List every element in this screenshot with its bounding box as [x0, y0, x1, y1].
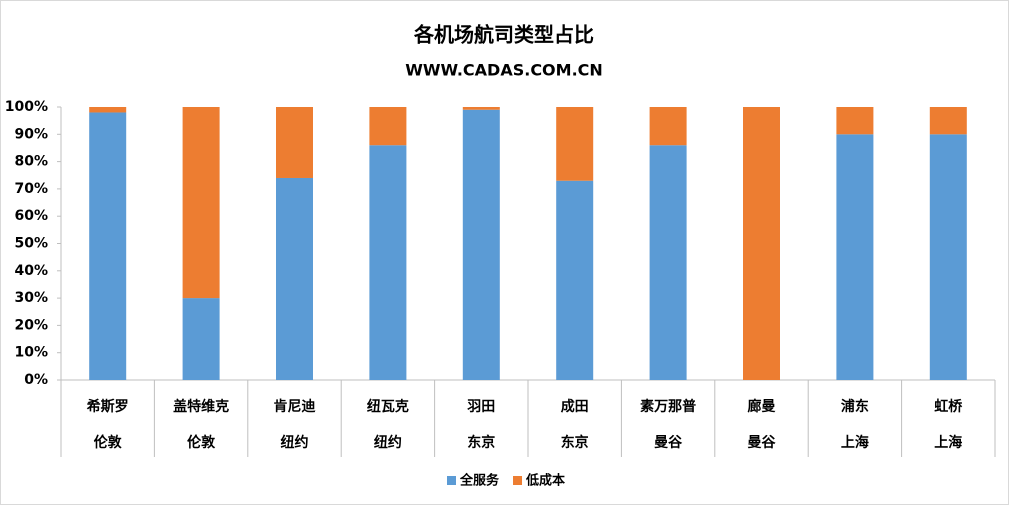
bar-segment	[182, 298, 220, 380]
legend-swatch	[447, 476, 456, 485]
y-tick-label: 70%	[14, 181, 48, 197]
chart-title: 各机场航司类型占比	[413, 23, 594, 47]
x-group-label: 东京	[561, 434, 589, 451]
y-tick-label: 30%	[14, 290, 48, 306]
x-tick-label: 肯尼迪	[274, 398, 316, 415]
y-tick-label: 50%	[14, 236, 48, 252]
y-tick-label: 10%	[14, 345, 48, 361]
bar-segment	[743, 107, 780, 380]
bar-segment	[89, 107, 127, 113]
y-tick-label: 0%	[24, 372, 48, 388]
bar-segment	[89, 112, 127, 381]
y-tick-label: 90%	[14, 126, 48, 142]
bar-segment	[929, 134, 967, 380]
x-tick-label: 浦东	[841, 398, 869, 415]
bar-segment	[836, 107, 874, 135]
bar-segment	[649, 107, 687, 146]
bar-segment	[649, 145, 687, 380]
x-group-label: 上海	[934, 434, 962, 451]
x-tick-label: 成田	[561, 398, 589, 415]
x-tick-label: 素万那普	[640, 398, 696, 415]
bar-segment	[369, 107, 407, 146]
x-group-label: 曼谷	[748, 435, 777, 451]
bar-segment	[182, 107, 220, 299]
x-tick-label: 纽瓦克	[367, 398, 409, 415]
x-group-label: 伦敦	[94, 434, 123, 451]
bar-segment	[369, 145, 407, 380]
x-tick-label: 羽田	[467, 399, 495, 415]
x-group-label: 伦敦	[187, 434, 216, 451]
legend-label: 低成本	[525, 473, 565, 489]
x-group-label: 纽约	[281, 434, 309, 451]
y-tick-label: 40%	[14, 263, 48, 279]
bar-segment	[929, 107, 967, 135]
legend-swatch	[513, 476, 523, 485]
legend-label: 全服务	[459, 473, 500, 489]
chart-subtitle: WWW.CADAS.COM.CN	[405, 61, 603, 80]
y-tick-label: 100%	[5, 99, 48, 115]
bar-segment	[836, 134, 874, 380]
bar-segment	[556, 180, 594, 380]
bar-segment	[462, 107, 500, 110]
y-tick-label: 20%	[14, 317, 48, 333]
bar-segment	[556, 107, 594, 181]
x-tick-label: 希斯罗	[87, 398, 129, 415]
bar-segment	[276, 107, 313, 178]
x-tick-label: 廊曼	[748, 398, 776, 415]
y-tick-label: 80%	[14, 154, 48, 170]
x-group-label: 上海	[841, 434, 869, 451]
x-group-label: 曼谷	[654, 435, 683, 451]
x-tick-label: 盖特维克	[173, 398, 229, 415]
x-tick-label: 虹桥	[934, 398, 963, 415]
x-group-label: 纽约	[374, 434, 402, 451]
x-group-label: 东京	[467, 434, 495, 451]
bar-segment	[276, 177, 313, 380]
bar-segment	[462, 109, 500, 380]
y-tick-label: 60%	[14, 208, 48, 224]
